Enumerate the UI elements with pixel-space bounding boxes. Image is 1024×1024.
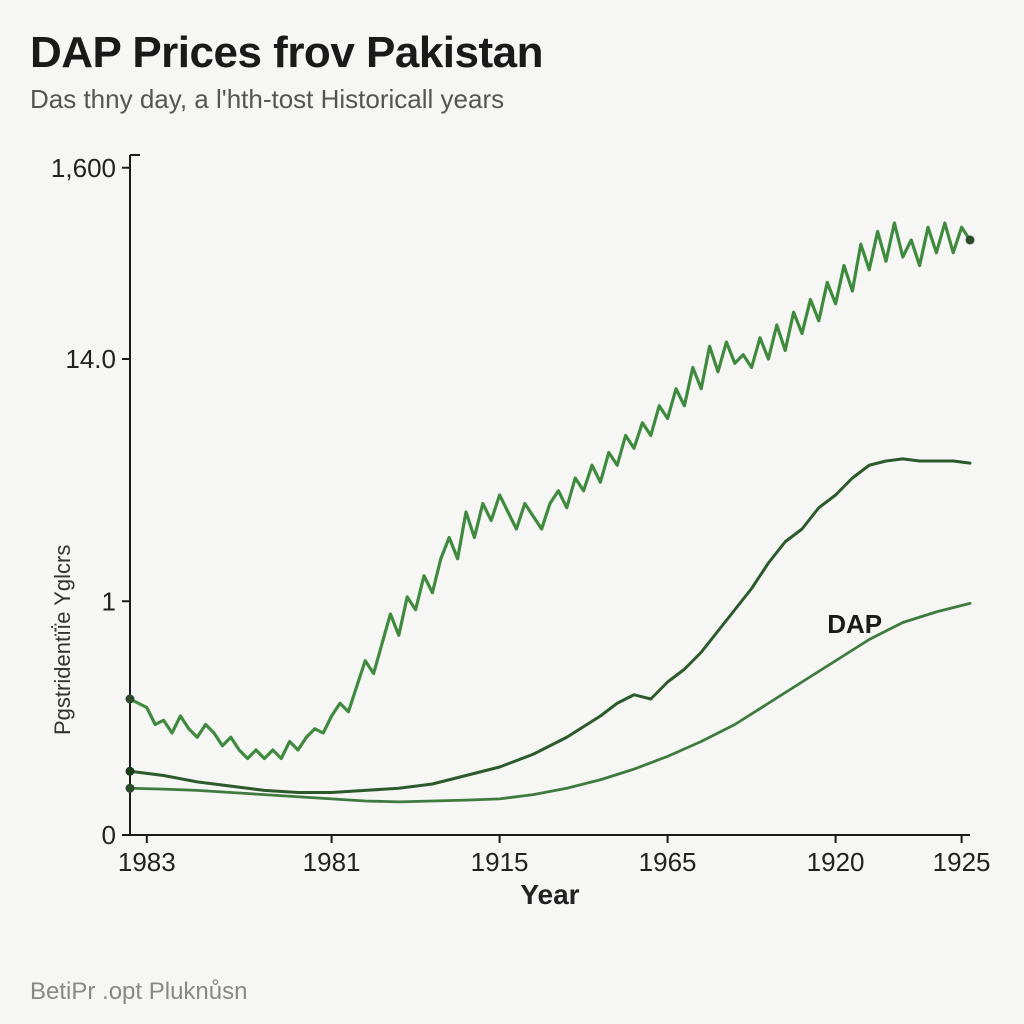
x-axis-label: Year: [130, 879, 970, 911]
svg-text:14.0: 14.0: [65, 344, 116, 374]
line-chart: 0 1 14.0 1,600 1983 1981 1915 1965 1920 1925 DAP: [30, 135, 990, 915]
svg-text:1965: 1965: [639, 847, 697, 877]
svg-text:1983: 1983: [118, 847, 176, 877]
svg-text:1: 1: [102, 586, 116, 616]
footer-attribution: BetiPr .opt Pluknůsn: [30, 978, 247, 1006]
svg-text:1,600: 1,600: [51, 153, 116, 183]
chart-container: Pgstridentïï̇e Yglcrs 0 1 14.0 1,600 1983 198…: [30, 135, 1004, 911]
svg-text:1981: 1981: [303, 847, 361, 877]
svg-text:1915: 1915: [471, 847, 529, 877]
chart-subtitle: Das thny day, a l'hth-tost Historicall y…: [30, 84, 1004, 115]
svg-text:0: 0: [102, 820, 116, 850]
svg-text:1925: 1925: [933, 847, 990, 877]
svg-text:DAP: DAP: [827, 609, 882, 639]
chart-title: DAP Prices frov Pakistan: [30, 28, 1004, 78]
y-axis-label: Pgstridentïï̇e Yglcrs: [50, 545, 76, 735]
svg-text:1920: 1920: [807, 847, 865, 877]
